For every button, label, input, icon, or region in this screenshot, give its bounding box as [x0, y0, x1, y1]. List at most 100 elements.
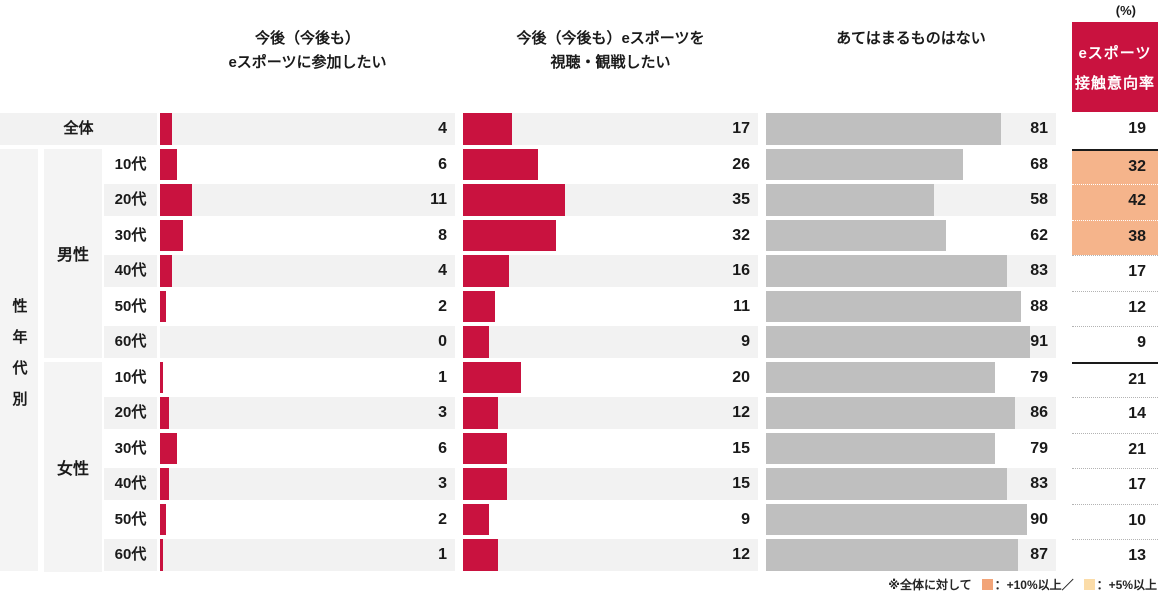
- legend-plus5-label: ：+5%以上: [1096, 578, 1157, 592]
- watch-panel: 26: [463, 148, 758, 181]
- age-row-label: 10代: [104, 361, 157, 394]
- participate-bar: [160, 113, 172, 145]
- age-row-label: 60代: [104, 539, 157, 571]
- watch-panel: 12: [463, 539, 758, 571]
- column-header-watch-line1: 今後（今後も）eスポーツを: [516, 30, 705, 47]
- chart-row-female-60代: 60代 1 12 87: [0, 539, 1162, 571]
- chart-row-female-30代: 30代 6 15 79: [0, 432, 1162, 465]
- watch-bar: [463, 539, 498, 571]
- female-group-label-text: 女性: [56, 460, 89, 478]
- contact-rate-value: 10: [1072, 503, 1158, 540]
- none-bar: [766, 255, 1007, 287]
- column-header-watch-line2: 視聴・観戦したい: [550, 54, 671, 71]
- chart-row-male-30代: 30代 8 32 62: [0, 219, 1162, 252]
- participate-bar: [160, 148, 178, 181]
- legend-note: ※全体に対して: [888, 578, 972, 592]
- plus10-swatch-icon: [981, 579, 993, 590]
- watch-bar: [463, 397, 498, 429]
- watch-panel: 17: [463, 113, 758, 145]
- watch-panel: 15: [463, 468, 758, 500]
- none-value: 83: [1030, 262, 1048, 280]
- none-bar: [766, 432, 996, 465]
- participate-value: 8: [438, 226, 447, 244]
- watch-bar: [463, 219, 556, 252]
- none-value: 81: [1030, 120, 1048, 137]
- unit-label: (%): [1115, 3, 1136, 18]
- none-value: 79: [1030, 439, 1048, 457]
- contact-rate-value: 42: [1072, 184, 1158, 220]
- participate-bar: [160, 219, 184, 252]
- participate-value: 1: [438, 546, 447, 564]
- watch-bar: [463, 255, 510, 287]
- none-value: 86: [1030, 404, 1048, 422]
- none-panel: 88: [766, 290, 1056, 323]
- none-panel: 58: [766, 184, 1056, 216]
- watch-bar: [463, 113, 513, 145]
- chart-row-male-40代: 40代 4 16 83: [0, 255, 1162, 287]
- none-value: 68: [1030, 155, 1048, 173]
- contact-rate-value: 17: [1072, 255, 1158, 291]
- participate-panel: 11: [160, 184, 455, 216]
- none-panel: 62: [766, 219, 1056, 252]
- none-value: 62: [1030, 226, 1048, 244]
- column-header-participate-line1: 今後（今後も）: [254, 30, 360, 47]
- male-group-label: 男性: [44, 148, 102, 358]
- none-panel: 81: [766, 113, 1056, 145]
- participate-value: 6: [438, 155, 447, 173]
- none-bar: [766, 539, 1019, 571]
- watch-value: 26: [732, 155, 750, 173]
- none-panel: 87: [766, 539, 1056, 571]
- group-axis-label: 性年代別: [0, 148, 38, 571]
- watch-bar: [463, 432, 507, 465]
- none-value: 91: [1030, 333, 1048, 351]
- watch-value: 17: [732, 120, 750, 137]
- chart-row-female-50代: 50代 2 9 90: [0, 503, 1162, 536]
- watch-panel: 16: [463, 255, 758, 287]
- watch-bar: [463, 468, 507, 500]
- age-row-label: 20代: [104, 397, 157, 429]
- age-row-label: 40代: [104, 468, 157, 500]
- female-group-label: 女性: [44, 362, 102, 572]
- none-panel: 68: [766, 148, 1056, 181]
- watch-panel: 20: [463, 361, 758, 394]
- none-panel: 79: [766, 361, 1056, 394]
- contact-rate-value: 38: [1072, 219, 1158, 256]
- column-header-participate-line2: eスポーツに参加したい: [228, 54, 387, 71]
- participate-value: 4: [438, 262, 447, 280]
- participate-value: 11: [430, 191, 447, 209]
- chart-row-male-60代: 60代 0 9 91: [0, 326, 1162, 358]
- watch-value: 35: [732, 191, 750, 209]
- legend: ※全体に対して ：+10%以上／ ：+5%以上: [888, 576, 1157, 593]
- watch-value: 9: [741, 510, 750, 528]
- participate-panel: 6: [160, 432, 455, 465]
- age-row-label: 50代: [104, 290, 157, 323]
- participate-panel: 3: [160, 468, 455, 500]
- contact-rate-header-line1: eスポーツ: [1078, 44, 1152, 62]
- participate-value: 6: [438, 439, 447, 457]
- none-value: 83: [1030, 475, 1048, 493]
- none-panel: 90: [766, 503, 1056, 536]
- plus5-swatch-icon: [1083, 579, 1095, 590]
- participate-bar: [160, 432, 178, 465]
- watch-value: 12: [732, 546, 750, 564]
- participate-value: 1: [438, 368, 447, 386]
- contact-rate-header-line2: 接触意向率: [1074, 74, 1155, 92]
- watch-bar: [463, 290, 495, 323]
- participate-bar: [160, 539, 163, 571]
- none-bar: [766, 219, 946, 252]
- watch-value: 32: [732, 226, 750, 244]
- none-value: 79: [1030, 368, 1048, 386]
- participate-panel: 6: [160, 148, 455, 181]
- chart-row-female-40代: 40代 3 15 83: [0, 468, 1162, 500]
- contact-rate-value: 13: [1072, 539, 1158, 575]
- participate-bar: [160, 255, 172, 287]
- none-value: 87: [1030, 546, 1048, 564]
- participate-panel: 1: [160, 539, 455, 571]
- chart-row-overall: 全体 4 17 81: [0, 113, 1162, 145]
- contact-rate-value: 17: [1072, 468, 1158, 504]
- age-row-label: 20代: [104, 184, 157, 216]
- column-header-none: あてはまるものはない: [766, 27, 1056, 51]
- watch-panel: 32: [463, 219, 758, 252]
- age-row-label: 60代: [104, 326, 157, 358]
